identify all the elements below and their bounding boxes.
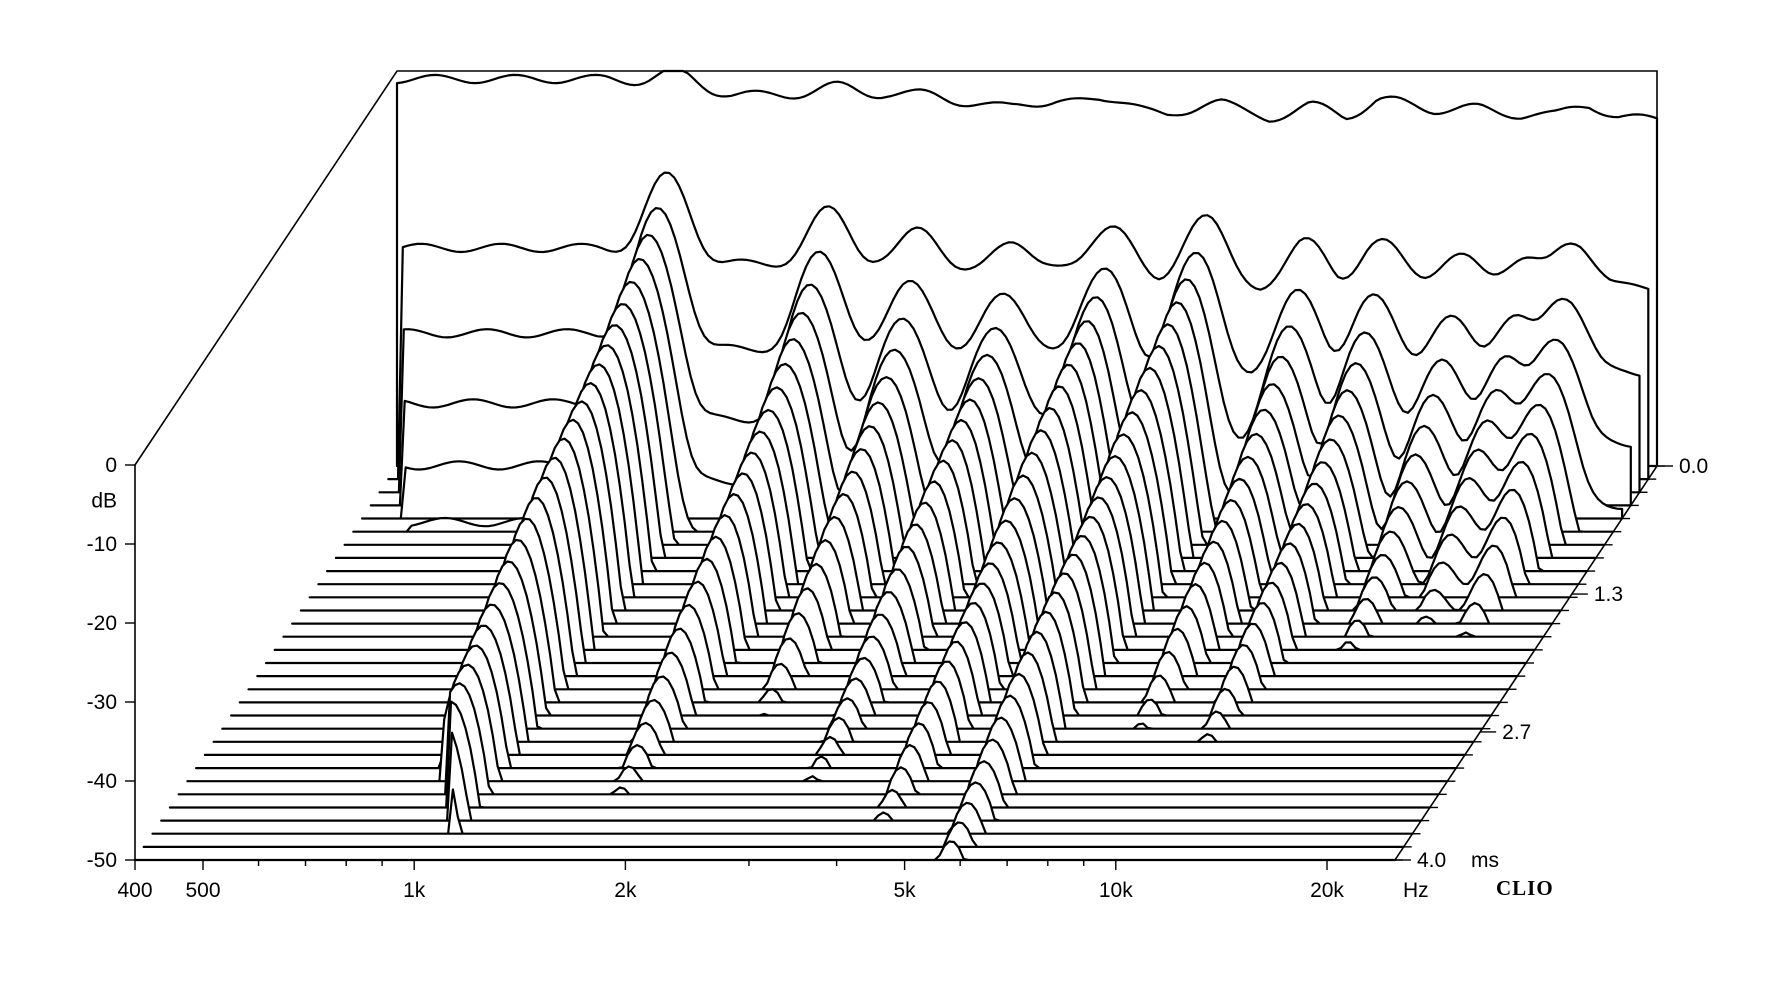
chart-axes: 0 -10 -20 -30 -40 -50 dB 400 500 1k 2k 5k 10k 20k Hz 0.…	[87, 454, 1709, 902]
x-tick-label: 500	[185, 879, 220, 902]
z-tick-label: 2.7	[1502, 721, 1531, 744]
z-axis-unit-label: ms	[1471, 849, 1499, 872]
decay-slices	[133, 69, 1659, 862]
decay-slice	[160, 731, 1423, 822]
x-tick-label: 5k	[894, 879, 917, 902]
y-tick-label: -30	[87, 691, 117, 714]
decay-slice	[168, 700, 1432, 809]
decay-slice	[195, 644, 1458, 770]
y-tick-label: -50	[87, 849, 117, 872]
decay-slice	[133, 840, 1397, 862]
brand-label: CLIO	[1496, 876, 1554, 900]
decay-slice	[142, 821, 1405, 849]
decay-slice	[230, 560, 1493, 717]
x-axis-unit-label: Hz	[1403, 879, 1429, 902]
y-axis-label: dB	[91, 490, 117, 513]
x-tick-label: 10k	[1099, 879, 1133, 902]
x-tick-label: 400	[117, 879, 152, 902]
z-tick-label: 4.0	[1417, 849, 1446, 872]
decay-slice	[221, 582, 1484, 730]
y-tick-label: 0	[105, 454, 117, 477]
x-tick-label: 20k	[1310, 879, 1344, 902]
z-tick-label: 0.0	[1679, 455, 1708, 478]
decay-slice	[177, 682, 1440, 796]
z-tick-label: 1.3	[1594, 583, 1623, 606]
y-tick-label: -40	[87, 770, 117, 793]
decay-slice	[212, 603, 1475, 743]
decay-slice	[186, 663, 1449, 783]
decay-slice	[151, 788, 1414, 835]
x-tick-label: 2k	[614, 879, 637, 902]
y-tick-label: -10	[87, 533, 117, 556]
decay-slice	[203, 624, 1467, 757]
x-tick-label: 1k	[403, 879, 426, 902]
y-tick-label: -20	[87, 612, 117, 635]
